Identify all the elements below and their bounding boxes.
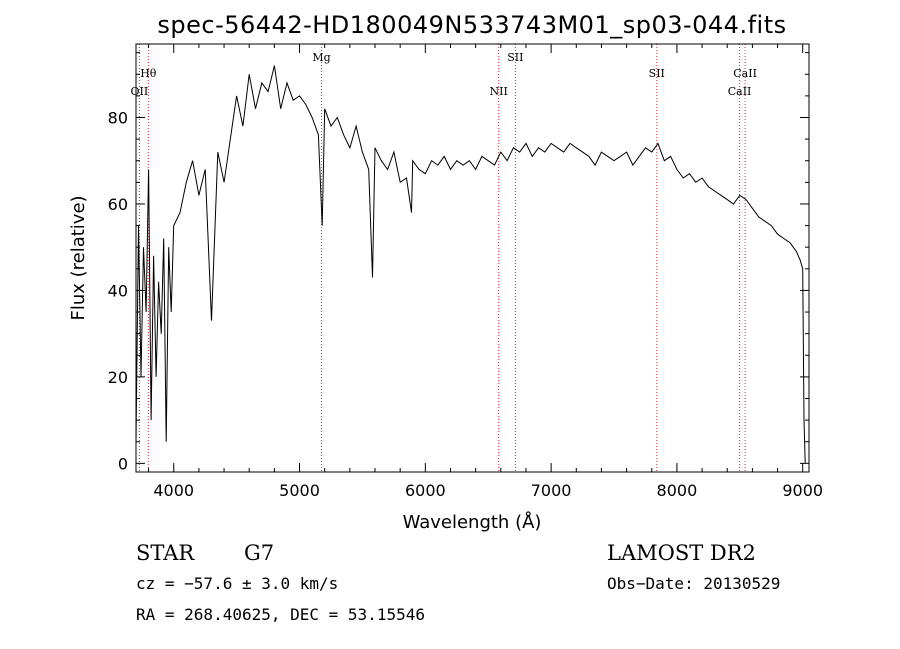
survey-name: LAMOST DR2 [607,541,756,565]
y-axis-label: Flux (relative) [68,195,89,320]
x-tick-label: 7000 [531,481,572,500]
spectrum-data [135,65,806,464]
line-marker-label: OII [131,85,149,98]
x-axis-ticks: 4000 5000 6000 7000 8000 9000 [148,44,823,500]
plot-frame [135,43,810,473]
line-marker-label: SII [649,67,665,80]
y-tick-label: 20 [108,368,128,387]
y-tick-label: 60 [108,195,128,214]
x-tick-label: 4000 [153,481,194,500]
line-marker-label: NII [490,85,508,98]
x-tick-label: 8000 [657,481,698,500]
observation-date: Obs−Date: 20130529 [607,574,780,593]
x-tick-label: 9000 [782,481,823,500]
coordinates: RA = 268.40625, DEC = 53.15546 [136,605,425,624]
line-marker-label: CaII [733,67,757,80]
y-tick-label: 40 [108,281,128,300]
y-axis-ticks: 0 20 40 60 80 [108,52,809,473]
line-marker-label: SII [507,51,523,64]
spectral-subclass: G7 [244,541,274,565]
spectrum-line [135,65,806,464]
line-marker-label: Mg [312,51,330,64]
x-axis-label: Wavelength (Å) [403,511,542,533]
x-tick-label: 6000 [405,481,446,500]
y-tick-label: 0 [118,454,128,473]
line-marker-label: Hθ [140,67,157,80]
object-type: STAR [136,541,195,565]
line-marker-label: CaII [728,85,752,98]
redshift-velocity: cz = −57.6 ± 3.0 km/s [136,574,338,593]
chart-title: spec-56442-HD180049N533743M01_sp03-044.f… [157,11,786,39]
y-tick-label: 80 [108,108,128,127]
emission-line-markers: Hθ OII Mg NII SII SII CaII CaII [131,44,757,472]
x-tick-label: 5000 [279,481,320,500]
